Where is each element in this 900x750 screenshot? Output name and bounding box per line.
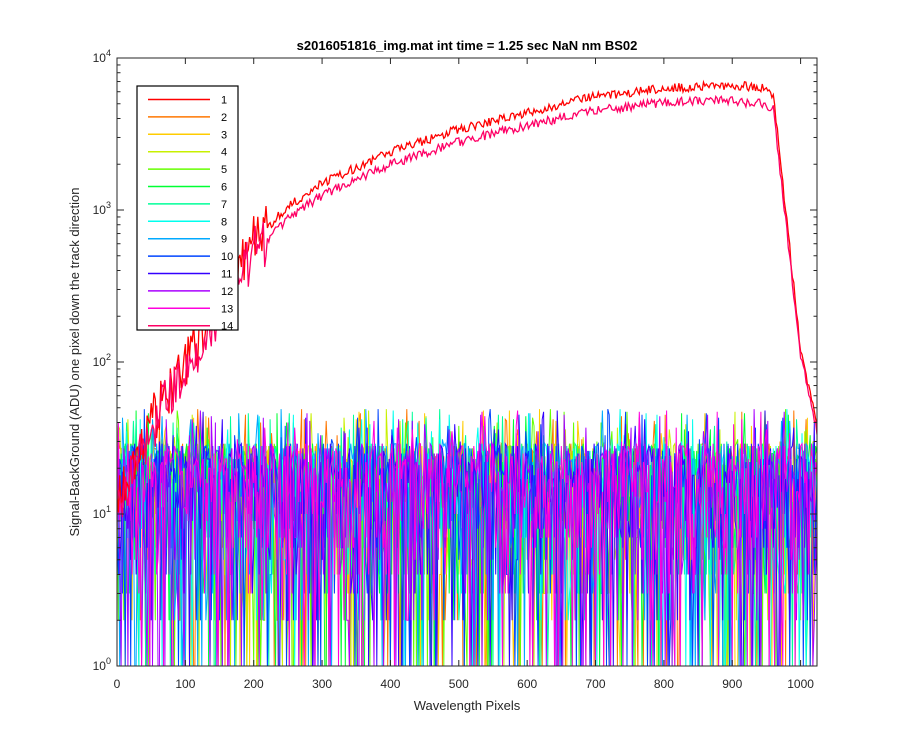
legend-label-5: 5	[221, 164, 227, 176]
x-tick-label: 900	[722, 677, 742, 691]
series-group	[117, 79, 817, 666]
chart-title: s2016051816_img.mat int time = 1.25 sec …	[297, 38, 638, 53]
legend-label-9: 9	[221, 234, 227, 246]
x-tick-label: 300	[312, 677, 332, 691]
legend-label-14: 14	[221, 321, 233, 333]
y-tick-label: 104	[93, 48, 111, 65]
x-tick-label: 100	[175, 677, 195, 691]
y-axis-label: Signal-BackGround (ADU) one pixel down t…	[67, 187, 82, 536]
y-tick-label: 101	[93, 504, 111, 521]
legend-label-3: 3	[221, 129, 227, 141]
legend-label-6: 6	[221, 182, 227, 194]
legend-label-12: 12	[221, 286, 233, 298]
x-tick-label: 1000	[787, 677, 814, 691]
legend-label-4: 4	[221, 147, 227, 159]
legend-label-11: 11	[221, 269, 232, 281]
series-line-13	[117, 410, 817, 666]
legend-label-1: 1	[221, 95, 227, 107]
x-tick-label: 200	[244, 677, 264, 691]
x-tick-label: 600	[517, 677, 537, 691]
y-tick-label: 102	[93, 352, 111, 369]
legend-label-10: 10	[221, 251, 233, 263]
legend-label-2: 2	[221, 112, 227, 124]
legend-label-13: 13	[221, 303, 233, 315]
legend-label-7: 7	[221, 199, 227, 211]
legend-box	[136, 85, 239, 331]
legend-label-8: 8	[221, 216, 227, 228]
x-tick-label: 400	[380, 677, 400, 691]
x-tick-label: 0	[114, 677, 121, 691]
x-axis-ticks: 0 100 200 300 400 500 600 700 800 900 1000	[114, 58, 814, 691]
y-tick-label: 103	[93, 200, 111, 217]
x-tick-label: 700	[586, 677, 606, 691]
x-axis-label: Wavelength Pixels	[414, 698, 521, 713]
x-tick-label: 800	[654, 677, 674, 691]
y-tick-label: 100	[93, 656, 111, 673]
x-tick-label: 500	[449, 677, 469, 691]
